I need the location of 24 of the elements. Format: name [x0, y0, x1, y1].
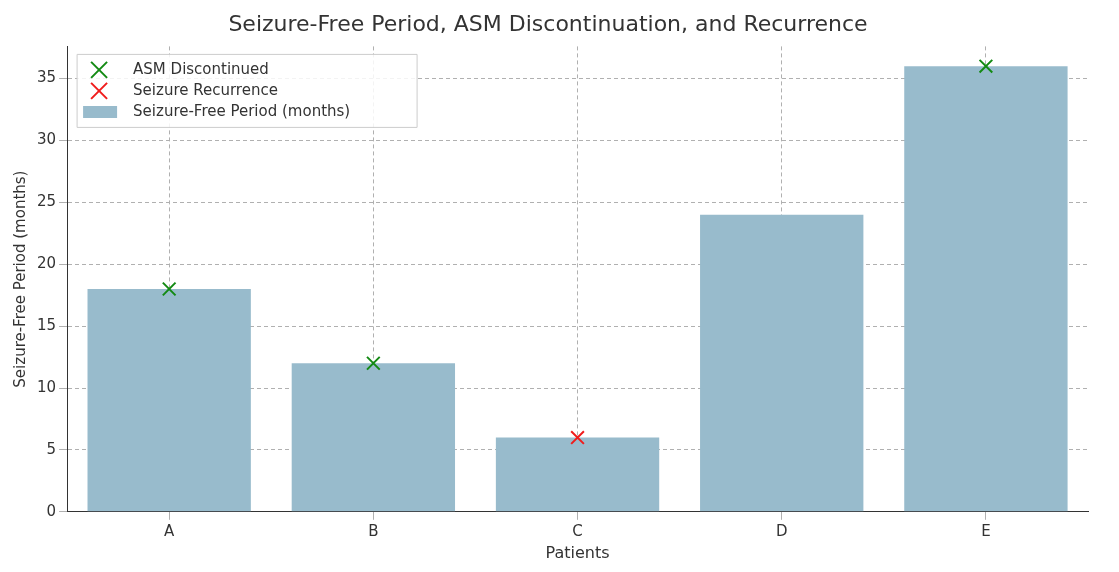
bar: [291, 363, 456, 512]
y-tick-label: 0: [46, 501, 57, 520]
x-tick-label: D: [775, 521, 788, 540]
y-tick-label: 5: [46, 439, 57, 458]
y-tick-label: 20: [36, 254, 57, 273]
legend-label: Seizure Recurrence: [133, 80, 278, 99]
y-tick-label: 25: [36, 192, 57, 211]
chart-title: Seizure-Free Period, ASM Discontinuation, and Recurrence: [228, 10, 868, 36]
bar: [904, 66, 1068, 512]
x-tick-label: E: [981, 521, 991, 540]
x-axis-title: Patients: [545, 542, 610, 562]
x-tick-label: C: [572, 521, 583, 540]
bar: [495, 437, 660, 512]
y-tick-label: 35: [36, 68, 57, 87]
y-tick-label: 30: [36, 130, 57, 149]
legend-label: ASM Discontinued: [133, 59, 269, 78]
y-axis-title: Seizure-Free Period (months): [10, 170, 29, 388]
bar: [700, 214, 864, 512]
y-tick-label: 10: [36, 377, 57, 396]
y-tick-label: 15: [36, 316, 57, 335]
x-tick-label: B: [368, 521, 379, 540]
x-tick-label: A: [164, 521, 176, 540]
bar: [87, 289, 251, 512]
legend-label: Seizure-Free Period (months): [133, 101, 351, 120]
